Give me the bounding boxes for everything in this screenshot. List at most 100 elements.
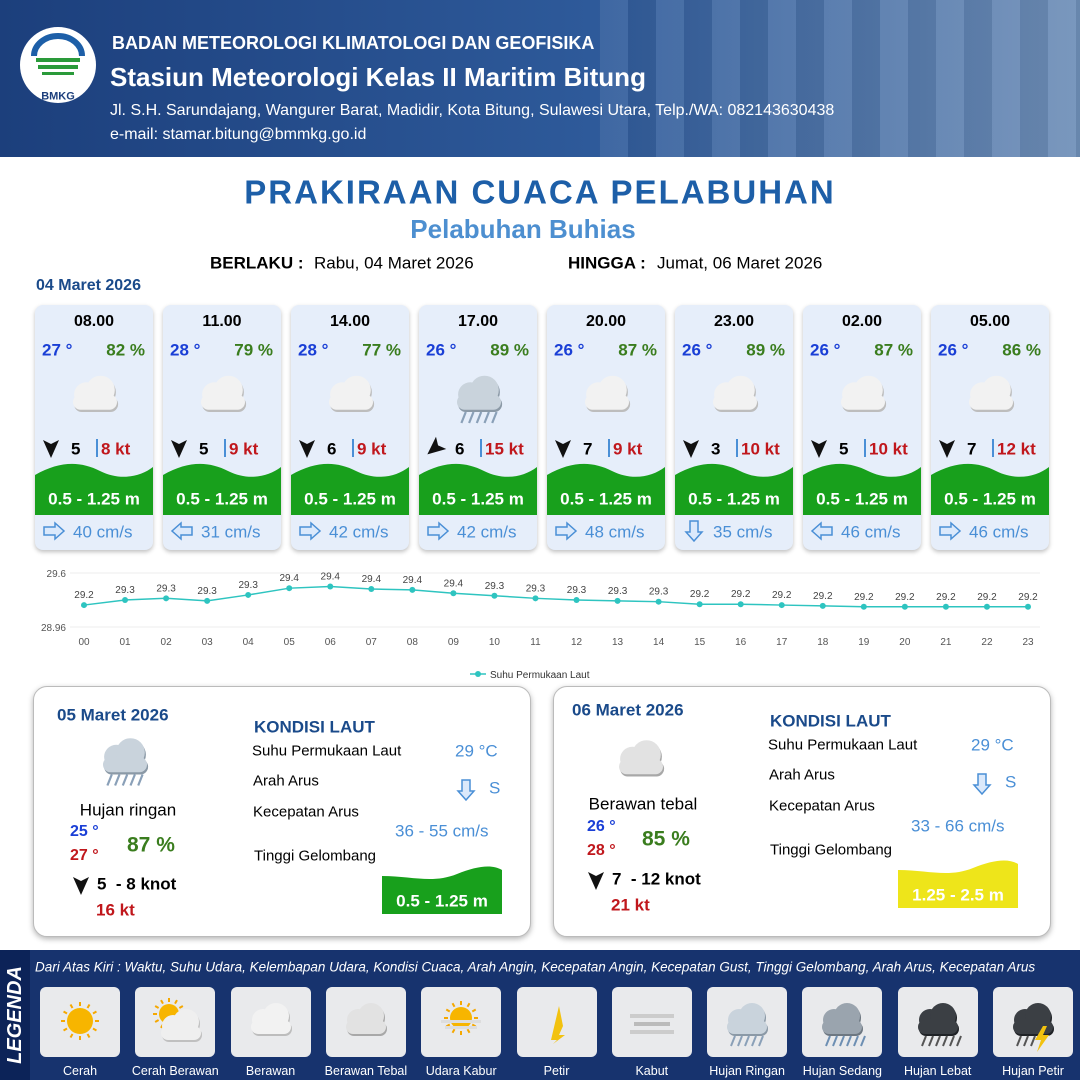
shape	[345, 1020, 386, 1034]
wind-arrow	[683, 440, 699, 458]
wind-arrow	[427, 436, 447, 455]
title: PRAKIRAAN CUACA PELABUHAN	[244, 173, 836, 211]
shape	[730, 1035, 737, 1047]
legend-icon	[441, 1001, 482, 1035]
shape	[934, 1035, 941, 1047]
legend-label: Udara Kabur	[425, 1063, 497, 1078]
shape	[291, 463, 409, 515]
shape	[63, 1010, 68, 1015]
x-tick-label: 10	[489, 637, 501, 648]
shape	[201, 394, 245, 410]
value-label: 29.3	[197, 586, 217, 597]
sst-point	[573, 597, 580, 603]
temp-min: 25 °	[70, 823, 99, 840]
shape	[822, 1003, 864, 1036]
header-shade	[600, 0, 1080, 157]
weather-icon	[201, 375, 247, 412]
wave-height: 0.5 - 1.25 m	[48, 489, 140, 509]
shape	[1030, 1035, 1036, 1047]
shape	[744, 1035, 751, 1047]
current-arrow	[170, 521, 193, 541]
x-tick-label: 16	[735, 637, 747, 648]
wave-height: 0.5 - 1.25 m	[304, 489, 396, 509]
subtitle: Pelabuhan Buhias	[410, 214, 636, 244]
shape	[457, 394, 501, 410]
sst: 29 °C	[455, 741, 498, 761]
sst-point	[409, 586, 416, 593]
gust: 16 kt	[96, 900, 135, 920]
x-tick-label: 11	[530, 637, 541, 648]
value-label: 29.4	[444, 578, 464, 589]
weather-icon	[841, 375, 887, 412]
value-label: 29.3	[649, 587, 669, 598]
shape	[86, 1004, 91, 1009]
shape	[547, 463, 665, 515]
humidity: 87 %	[874, 340, 913, 360]
from: Rabu, 04 Maret 2026	[314, 253, 474, 273]
humidity: 86 %	[1002, 340, 1041, 360]
weather-icon	[619, 740, 665, 777]
wave-bg	[803, 463, 921, 515]
shape	[329, 375, 373, 410]
sst-point	[368, 586, 375, 593]
shape	[832, 1035, 839, 1047]
shape	[713, 394, 757, 410]
shape	[619, 758, 663, 775]
x-tick-label: 23	[1022, 637, 1034, 648]
shape	[550, 1006, 565, 1044]
wind-speed: 6	[455, 439, 465, 459]
shape	[345, 1003, 386, 1034]
shape	[727, 1003, 769, 1036]
wind-speed: 7	[583, 439, 593, 459]
value-label: 29.2	[731, 589, 751, 600]
shape	[121, 774, 129, 786]
shape	[475, 411, 483, 424]
shape	[154, 1005, 160, 1009]
wave-bg	[931, 463, 1049, 515]
current-speed: 46 cm/s	[841, 522, 901, 542]
shape	[42, 72, 74, 75]
shape	[299, 440, 315, 458]
shape	[969, 394, 1013, 410]
x-tick-label: 21	[940, 637, 952, 648]
shape	[683, 440, 699, 458]
shape	[585, 375, 629, 410]
shape	[920, 1035, 927, 1047]
shape	[969, 375, 1015, 412]
wind-speed: 5	[839, 439, 849, 459]
shape	[92, 1027, 97, 1032]
wave-bg	[898, 860, 1018, 908]
shape	[811, 440, 827, 458]
time: 11.00	[202, 313, 242, 330]
shape	[451, 1028, 456, 1034]
station: Stasiun Meteorologi Kelas II Maritim Bit…	[110, 62, 646, 92]
shape	[629, 1014, 674, 1018]
x-tick-label: 06	[325, 637, 337, 648]
shape	[329, 375, 375, 412]
shape	[939, 440, 955, 458]
shape	[1013, 1003, 1054, 1036]
sst-point	[491, 592, 498, 599]
humidity: 89 %	[746, 340, 785, 360]
shape	[160, 999, 165, 1005]
shape	[822, 1020, 863, 1034]
x-tick-label: 09	[448, 637, 460, 648]
shape	[201, 375, 245, 410]
legend-description: Dari Atas Kiri : Waktu, Suhu Udara, Kele…	[35, 959, 1036, 975]
shape	[619, 740, 663, 775]
shape	[43, 440, 59, 458]
shape	[555, 521, 578, 541]
value-label: 29.4	[362, 574, 382, 585]
shape	[170, 521, 193, 541]
sst-point	[532, 595, 539, 602]
legend-icon	[550, 1006, 565, 1044]
humidity: 79 %	[234, 340, 273, 360]
shape	[713, 375, 759, 412]
legend-label: Petir	[543, 1063, 570, 1078]
shape	[803, 463, 921, 515]
x-tick-label: 05	[284, 637, 296, 648]
humidity: 77 %	[362, 340, 401, 360]
wave-height: 0.5 - 1.25 m	[688, 489, 780, 509]
wave-bg	[675, 463, 793, 515]
value-label: 29.3	[485, 581, 505, 592]
